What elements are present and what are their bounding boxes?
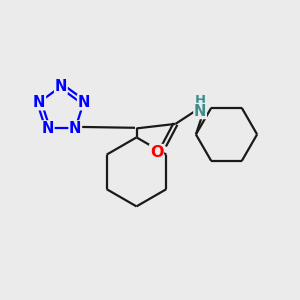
Text: N: N [42,121,54,136]
Text: H: H [194,94,206,107]
Text: N: N [33,95,45,110]
Text: O: O [150,145,163,160]
Text: N: N [69,121,81,136]
Text: N: N [194,103,206,118]
Text: N: N [55,79,67,94]
Text: N: N [78,95,90,110]
